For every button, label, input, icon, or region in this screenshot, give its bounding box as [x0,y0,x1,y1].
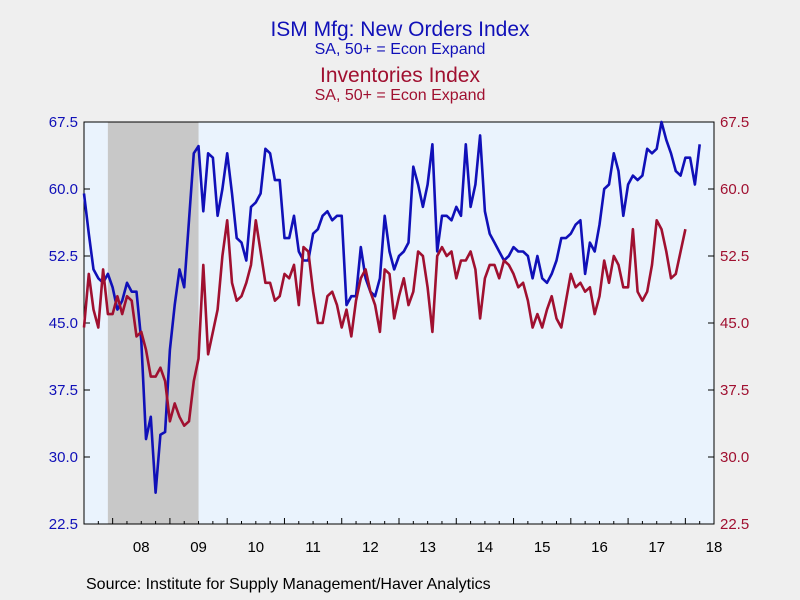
x-tick-label: 14 [477,539,494,556]
y-tick-label-left: 30.0 [49,449,78,466]
x-tick-label: 10 [247,539,264,556]
y-tick-label-left: 22.5 [49,516,78,533]
y-tick-label-right: 67.5 [720,114,749,131]
x-tick-label: 09 [190,539,207,556]
y-tick-label-right: 52.5 [720,248,749,265]
y-tick-label-left: 52.5 [49,248,78,265]
chart-subtitle-new-orders: SA, 50+ = Econ Expand [314,41,486,58]
y-tick-label-right: 37.5 [720,382,749,399]
y-tick-label-left: 37.5 [49,382,78,399]
y-tick-label-right: 45.0 [720,315,749,332]
y-tick-label-right: 60.0 [720,181,749,198]
x-tick-label: 15 [534,539,551,556]
y-tick-label-right: 22.5 [720,516,749,533]
series-line-inventories [82,219,687,428]
x-tick-label: 17 [648,539,665,556]
x-tick-label: 13 [419,539,436,556]
y-tick-label-left: 45.0 [49,315,78,332]
x-tick-label: 12 [362,539,379,556]
series-line-new-orders [82,120,701,495]
source-note: Source: Institute for Supply Management/… [86,576,491,593]
y-tick-label-right: 30.0 [720,449,749,466]
chart-title-inventories: Inventories Index [320,64,480,87]
chart-title-new-orders: ISM Mfg: New Orders Index [270,18,530,41]
x-tick-label: 18 [706,539,723,556]
y-tick-label-left: 60.0 [49,181,78,198]
x-tick-label: 16 [591,539,608,556]
x-tick-label: 08 [133,539,150,556]
chart-subtitle-inventories: SA, 50+ = Econ Expand [314,87,486,104]
y-tick-label-left: 67.5 [49,114,78,131]
x-tick-label: 11 [305,539,321,556]
